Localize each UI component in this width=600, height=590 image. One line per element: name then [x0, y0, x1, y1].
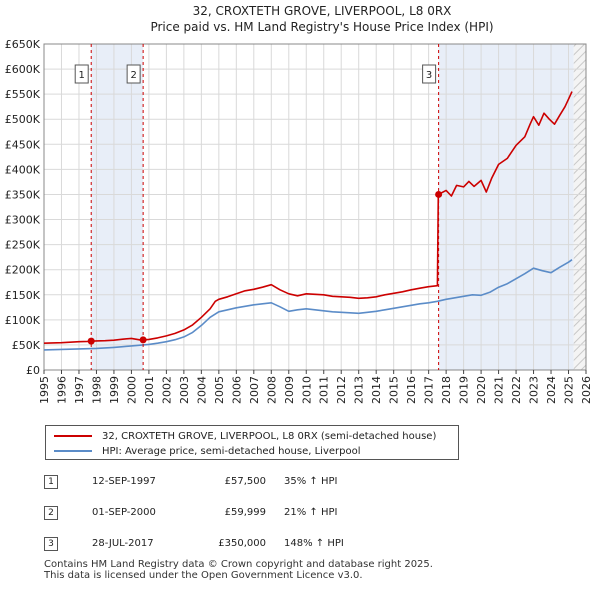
table-row: 1 12-SEP-1997 £57,500 35% ↑ HPI — [0, 475, 600, 495]
transaction-number: 3 — [44, 537, 58, 551]
sale-marker-box — [74, 64, 89, 84]
sale-point — [435, 190, 443, 198]
y-tick-label: £0 — [26, 364, 40, 377]
shaded-range — [91, 44, 144, 370]
x-tick-label: 2017 — [423, 376, 436, 404]
x-tick-label: 1995 — [38, 376, 51, 404]
y-tick-label: £550K — [5, 88, 41, 101]
transaction-hpi: 21% ↑ HPI — [284, 507, 338, 518]
y-tick-label: £400K — [5, 163, 41, 176]
x-tick-label: 1997 — [73, 376, 86, 404]
hpi-series-line — [43, 259, 573, 351]
sale-marker-box — [422, 64, 437, 84]
x-tick-label: 2003 — [178, 376, 191, 404]
x-tick-label: 2018 — [440, 376, 453, 404]
y-tick-label: £500K — [5, 113, 41, 126]
plot-background — [44, 44, 586, 370]
table-row: 2 01-SEP-2000 £59,999 21% ↑ HPI — [0, 506, 600, 526]
x-tick-label: 2023 — [528, 376, 541, 404]
sale-markers: 1 2 3 — [74, 44, 443, 370]
x-tick-label: 2021 — [493, 376, 506, 404]
chart-subtitle: Price paid vs. HM Land Registry's House … — [150, 20, 493, 34]
legend-label-property: 32, CROXTETH GROVE, LIVERPOOL, L8 0RX (s… — [102, 430, 437, 442]
y-tick-label: £650K — [5, 38, 41, 51]
y-tick-label: £450K — [5, 138, 41, 151]
chart-title: 32, CROXTETH GROVE, LIVERPOOL, L8 0RX — [193, 4, 452, 18]
x-tick-label: 2001 — [143, 376, 156, 404]
footer-line-2: This data is licensed under the Open Gov… — [44, 570, 363, 581]
x-tick-label: 2025 — [563, 376, 576, 404]
transaction-date: 01-SEP-2000 — [92, 507, 156, 518]
transaction-price: £350,000 — [218, 538, 266, 549]
y-axis: £0 £50K £100K £150K £200K £250K £300K £350K £400… — [5, 38, 41, 377]
footer-line-1: Contains HM Land Registry data © Crown c… — [44, 559, 433, 570]
sale-marker-label: 2 — [130, 70, 136, 81]
price-chart: 32, CROXTETH GROVE, LIVERPOOL, L8 0RX Pr… — [5, 4, 593, 404]
y-tick-label: £300K — [5, 214, 41, 227]
sale-marker-box — [126, 64, 141, 84]
y-tick-label: £350K — [5, 188, 41, 201]
x-tick-label: 1999 — [108, 376, 121, 404]
x-tick-label: 2012 — [335, 376, 348, 404]
y-tick-label: £100K — [5, 314, 41, 327]
legend: 32, CROXTETH GROVE, LIVERPOOL, L8 0RX (s… — [45, 425, 459, 460]
x-tick-label: 2015 — [388, 376, 401, 404]
transaction-number: 2 — [44, 506, 58, 520]
x-tick-label: 2009 — [283, 376, 296, 404]
x-tick-label: 2002 — [160, 376, 173, 404]
legend-item-property: 32, CROXTETH GROVE, LIVERPOOL, L8 0RX (s… — [54, 428, 436, 444]
footer-notice: Contains HM Land Registry data © Crown c… — [44, 559, 433, 581]
table-row: 3 28-JUL-2017 £350,000 148% ↑ HPI — [0, 537, 600, 557]
x-tick-label: 1998 — [90, 376, 103, 404]
x-tick-label: 2022 — [510, 376, 523, 404]
sale-marker-label: 1 — [79, 70, 85, 81]
x-tick-label: 2013 — [353, 376, 366, 404]
transaction-date: 28-JUL-2017 — [92, 538, 154, 549]
transaction-hpi: 148% ↑ HPI — [284, 538, 344, 549]
y-tick-label: £50K — [12, 339, 41, 352]
x-tick-label: 2008 — [265, 376, 278, 404]
legend-item-hpi: HPI: Average price, semi-detached house,… — [54, 443, 361, 459]
x-tick-label: 2004 — [195, 376, 208, 404]
legend-swatch-property — [54, 435, 92, 437]
transaction-hpi: 35% ↑ HPI — [284, 476, 338, 487]
x-tick-label: 2019 — [458, 376, 471, 404]
transaction-date: 12-SEP-1997 — [92, 476, 156, 487]
x-tick-label: 2005 — [213, 376, 226, 404]
transaction-number: 1 — [44, 475, 58, 489]
plot-border — [43, 43, 587, 371]
x-tick-label: 2014 — [370, 376, 383, 404]
legend-label-hpi: HPI: Average price, semi-detached house,… — [102, 445, 361, 457]
grid-lines — [43, 43, 587, 371]
x-tick-label: 1996 — [55, 376, 68, 404]
x-tick-label: 2010 — [300, 376, 313, 404]
sale-marker-label: 3 — [426, 70, 432, 81]
x-tick-label: 2024 — [545, 376, 558, 404]
x-tick-label: 2000 — [125, 376, 138, 404]
transaction-price: £59,999 — [224, 507, 266, 518]
x-tick-label: 2026 — [580, 376, 593, 404]
legend-swatch-hpi — [54, 450, 92, 452]
x-tick-label: 2006 — [230, 376, 243, 404]
x-tick-label: 2020 — [475, 376, 488, 404]
x-tick-label: 2011 — [318, 376, 331, 404]
y-tick-label: £150K — [5, 289, 41, 302]
shaded-range — [438, 44, 574, 370]
sale-point — [139, 336, 147, 344]
y-tick-label: £200K — [5, 264, 41, 277]
y-tick-label: £250K — [5, 239, 41, 252]
future-hatch — [573, 44, 586, 370]
x-tick-label: 2016 — [405, 376, 418, 404]
y-tick-label: £600K — [5, 63, 41, 76]
x-axis: 1995 1996 1997 1998 1999 2000 2001 2002 2003 2004… — [38, 370, 593, 404]
transaction-price: £57,500 — [224, 476, 266, 487]
sale-point — [87, 337, 95, 345]
x-tick-label: 2007 — [248, 376, 261, 404]
